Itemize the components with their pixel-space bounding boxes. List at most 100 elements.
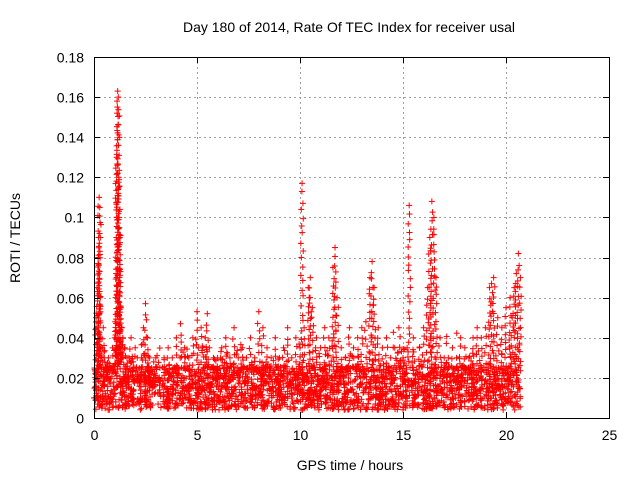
data-point-bg bbox=[512, 366, 519, 373]
data-point-cluster bbox=[306, 300, 313, 307]
data-point-bg bbox=[355, 354, 362, 361]
data-point bbox=[449, 344, 456, 351]
data-point-cluster bbox=[181, 353, 188, 360]
data-point-cluster bbox=[362, 336, 369, 343]
data-point-bg bbox=[297, 398, 304, 405]
data-point-cluster bbox=[406, 325, 413, 332]
data-point-cluster bbox=[178, 339, 185, 346]
data-point-bg bbox=[157, 404, 164, 411]
data-point-bg bbox=[367, 385, 374, 392]
data-point-cluster bbox=[114, 155, 121, 162]
data-point bbox=[367, 274, 374, 281]
data-point bbox=[100, 324, 107, 331]
data-point-cluster bbox=[203, 322, 210, 329]
data-point-cluster bbox=[405, 309, 412, 316]
data-point bbox=[494, 314, 501, 321]
data-point-bg bbox=[244, 386, 251, 393]
data-point bbox=[128, 334, 135, 341]
data-point-bg bbox=[170, 378, 177, 385]
data-point-bg bbox=[457, 383, 464, 390]
data-point bbox=[259, 324, 266, 331]
data-point-cluster bbox=[405, 262, 412, 269]
data-point bbox=[474, 324, 481, 331]
data-point-bg bbox=[501, 366, 508, 373]
data-point-cluster bbox=[407, 275, 414, 282]
data-point-cluster bbox=[427, 349, 434, 356]
data-point-cluster bbox=[144, 346, 151, 353]
data-point bbox=[115, 94, 122, 101]
data-point-bg bbox=[190, 399, 197, 406]
data-point-cluster bbox=[222, 343, 229, 350]
data-point bbox=[478, 334, 485, 341]
data-point-cluster bbox=[272, 346, 279, 353]
data-point bbox=[410, 334, 417, 341]
data-point-bg bbox=[99, 388, 106, 395]
data-point-bg bbox=[211, 356, 218, 363]
data-point-bg bbox=[453, 330, 460, 337]
data-point bbox=[338, 344, 345, 351]
data-point-cluster bbox=[502, 313, 509, 320]
data-point bbox=[272, 334, 279, 341]
data-point-bg bbox=[214, 367, 221, 374]
data-point-bg bbox=[232, 393, 239, 400]
data-point-bg bbox=[465, 405, 472, 412]
data-point-bg bbox=[505, 386, 512, 393]
data-point-cluster bbox=[173, 343, 180, 350]
data-point-bg bbox=[110, 403, 117, 410]
data-point bbox=[428, 198, 435, 205]
data-point-cluster bbox=[115, 106, 122, 113]
data-point-bg bbox=[389, 393, 396, 400]
data-point-bg bbox=[244, 374, 251, 381]
data-point-cluster bbox=[448, 355, 455, 362]
data-point-bg bbox=[351, 405, 358, 412]
data-point bbox=[379, 344, 386, 351]
data-point-bg bbox=[281, 347, 288, 354]
data-point-cluster bbox=[430, 226, 437, 233]
data-point-cluster bbox=[126, 346, 133, 353]
data-point-bg bbox=[478, 403, 485, 410]
x-tick-label: 5 bbox=[194, 427, 202, 443]
data-point-cluster bbox=[114, 104, 121, 111]
data-point-bg bbox=[360, 389, 367, 396]
data-point-bg bbox=[106, 406, 113, 413]
data-point-bg bbox=[237, 341, 244, 348]
y-tick-label: 0.02 bbox=[57, 371, 84, 387]
y-tick-label: 0.1 bbox=[65, 210, 85, 226]
data-point-bg bbox=[230, 369, 237, 376]
data-point-bg bbox=[271, 370, 278, 377]
data-point-cluster bbox=[491, 283, 498, 290]
data-point bbox=[96, 194, 103, 201]
data-point-cluster bbox=[359, 335, 366, 342]
data-point-bg bbox=[275, 356, 282, 363]
data-point-bg bbox=[92, 406, 99, 413]
data-point-cluster bbox=[431, 256, 438, 263]
data-point-bg bbox=[419, 363, 426, 370]
data-point bbox=[437, 334, 444, 341]
data-point-bg bbox=[181, 391, 188, 398]
data-point-bg bbox=[484, 384, 491, 391]
data-point-bg bbox=[198, 378, 205, 385]
data-point-cluster bbox=[434, 334, 441, 341]
data-point-bg bbox=[451, 390, 458, 397]
data-point-cluster bbox=[307, 294, 314, 301]
data-point-cluster bbox=[517, 315, 524, 322]
x-tick-label: 15 bbox=[396, 427, 412, 443]
data-point-bg bbox=[459, 393, 466, 400]
data-point bbox=[395, 324, 402, 331]
data-point-cluster bbox=[299, 264, 306, 271]
data-point-bg bbox=[505, 393, 512, 400]
data-point bbox=[132, 344, 139, 351]
data-point bbox=[284, 324, 291, 331]
data-point-cluster bbox=[96, 275, 103, 282]
data-point-bg bbox=[394, 406, 401, 413]
data-point-bg bbox=[457, 403, 464, 410]
data-point bbox=[383, 334, 390, 341]
data-point-bg bbox=[217, 348, 224, 355]
data-point bbox=[321, 324, 328, 331]
data-point-bg bbox=[308, 380, 315, 387]
data-point-bg bbox=[447, 377, 454, 384]
x-tick-label: 25 bbox=[602, 427, 618, 443]
data-point-cluster bbox=[177, 354, 184, 361]
data-point bbox=[218, 344, 225, 351]
data-point-cluster bbox=[95, 261, 102, 268]
